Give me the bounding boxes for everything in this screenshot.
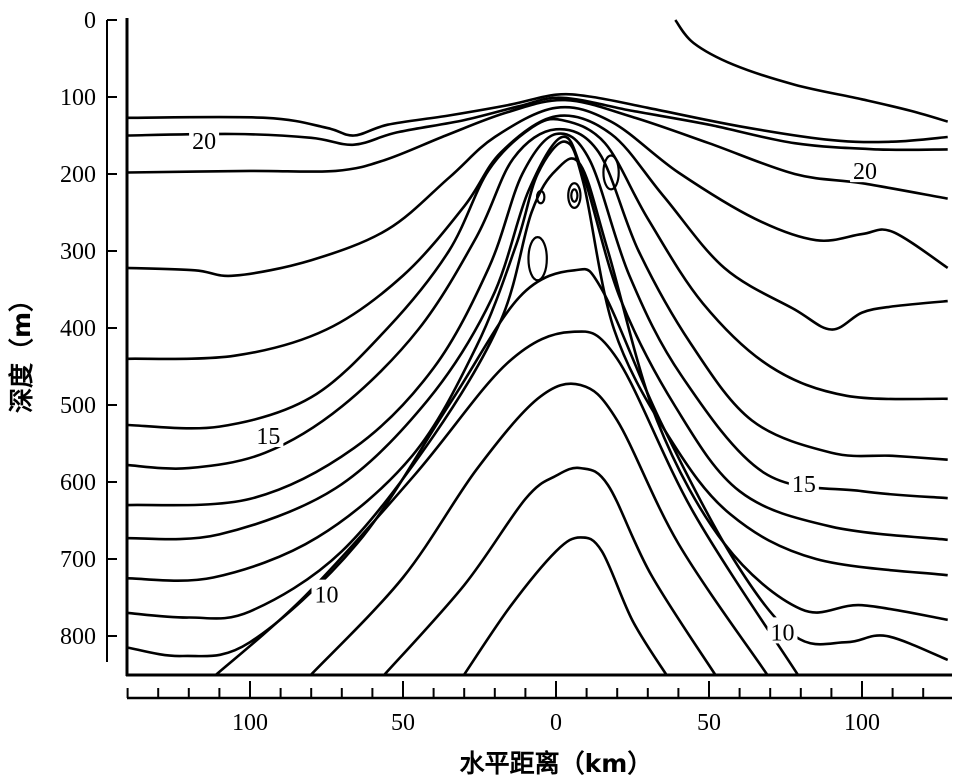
closed-contour xyxy=(602,154,620,191)
y-tick-label: 400 xyxy=(60,316,96,342)
contour-line xyxy=(127,114,948,361)
contour-line xyxy=(127,157,948,622)
contour-label: 15 xyxy=(256,424,280,450)
contour-label-gap xyxy=(189,126,220,153)
contour-line xyxy=(127,140,948,582)
contour-label: 10 xyxy=(315,583,339,609)
contour-line xyxy=(383,466,717,676)
contour-line xyxy=(127,135,948,542)
contour-label: 20 xyxy=(192,129,216,155)
y-tick-label: 600 xyxy=(60,470,96,496)
contour-line xyxy=(127,98,948,200)
y-tick-label: 800 xyxy=(60,624,96,650)
contour-line xyxy=(674,19,949,123)
y-tick-label: 0 xyxy=(84,8,96,34)
y-axis: 0 100 200 300 400 500 600 700 800 xyxy=(60,8,117,662)
contour-line xyxy=(127,117,948,430)
contour-label-gap xyxy=(788,468,819,495)
x-axis-title: 水平距离（km） xyxy=(460,749,653,778)
contour-line xyxy=(463,536,668,676)
contour-label: 15 xyxy=(792,472,816,498)
contour-line xyxy=(215,330,799,676)
contour-label-gap xyxy=(253,421,284,448)
contour-line xyxy=(310,382,769,676)
x-tick-label: 50 xyxy=(697,710,721,736)
x-tick-label: 50 xyxy=(391,710,415,736)
contour-line xyxy=(127,105,949,278)
contour-label-gap xyxy=(850,156,881,183)
x-axis: 100 50 0 50 100 xyxy=(126,681,952,736)
contour-label: 20 xyxy=(853,159,877,185)
x-tick-label: 0 xyxy=(550,710,562,736)
contour-line xyxy=(127,96,948,152)
y-tick-label: 500 xyxy=(60,393,96,419)
contour-lines xyxy=(127,19,949,676)
contour-line xyxy=(127,127,948,470)
contour-label-gap xyxy=(311,579,342,606)
x-tick-label: 100 xyxy=(844,710,880,736)
y-tick-label: 300 xyxy=(60,239,96,265)
contour-line xyxy=(127,132,948,507)
y-tick-label: 200 xyxy=(60,162,96,188)
contour-label: 10 xyxy=(770,620,794,646)
contour-label-gap xyxy=(767,617,798,644)
closed-contour xyxy=(570,188,579,203)
closed-contour xyxy=(535,189,546,205)
y-tick-label: 100 xyxy=(60,85,96,111)
closed-contour xyxy=(567,182,582,209)
y-axis-title: 深度（m） xyxy=(7,287,36,413)
contour-labels: 20 20 15 15 10 10 xyxy=(189,126,881,646)
y-tick-label: 700 xyxy=(60,547,96,573)
closed-contour xyxy=(527,236,548,282)
contour-line xyxy=(127,92,948,144)
x-tick-label: 100 xyxy=(232,710,268,736)
